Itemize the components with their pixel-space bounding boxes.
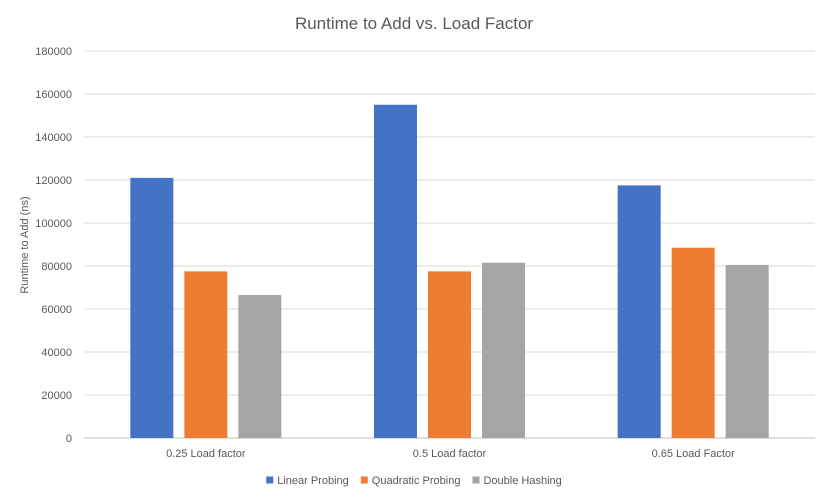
bar xyxy=(428,271,471,438)
y-tick-label: 60000 xyxy=(41,304,72,316)
legend-label: Double Hashing xyxy=(483,475,561,487)
y-tick-label: 80000 xyxy=(41,261,72,273)
legend-label: Linear Probing xyxy=(277,475,349,487)
legend-swatch xyxy=(266,476,274,484)
legend-label: Quadratic Probing xyxy=(372,475,461,487)
x-axis-ticks: 0.25 Load factor 0.5 Load factor 0.65 Load… xyxy=(166,448,735,460)
y-tick-label: 160000 xyxy=(35,89,72,101)
x-tick-label: 0.65 Load Factor xyxy=(652,448,736,460)
y-tick-label: 100000 xyxy=(35,218,72,230)
y-axis-title: Runtime to Add (ns) xyxy=(19,196,31,293)
chart-title: Runtime to Add vs. Load Factor xyxy=(295,14,533,33)
bar xyxy=(374,104,417,438)
bar xyxy=(617,185,661,438)
bar xyxy=(725,264,769,438)
legend-swatch xyxy=(472,476,480,484)
y-tick-label: 40000 xyxy=(41,347,72,359)
bar xyxy=(671,247,715,438)
bar xyxy=(130,177,174,438)
y-tick-label: 180000 xyxy=(35,46,72,58)
legend-swatch xyxy=(360,476,368,484)
y-tick-label: 140000 xyxy=(35,132,72,144)
bar xyxy=(184,271,228,438)
y-tick-label: 0 xyxy=(66,433,72,445)
bars xyxy=(130,104,769,438)
y-tick-label: 120000 xyxy=(35,175,72,187)
bar xyxy=(482,262,525,438)
bar xyxy=(238,295,282,438)
x-tick-label: 0.25 Load factor xyxy=(166,448,246,460)
y-tick-label: 20000 xyxy=(41,390,72,402)
legend: Linear Probing Quadratic Probing Double Ha… xyxy=(266,475,562,487)
x-tick-label: 0.5 Load factor xyxy=(413,448,487,460)
y-axis-ticks: 0 20000 40000 60000 80000 100000 120000 140000 1… xyxy=(35,46,72,445)
